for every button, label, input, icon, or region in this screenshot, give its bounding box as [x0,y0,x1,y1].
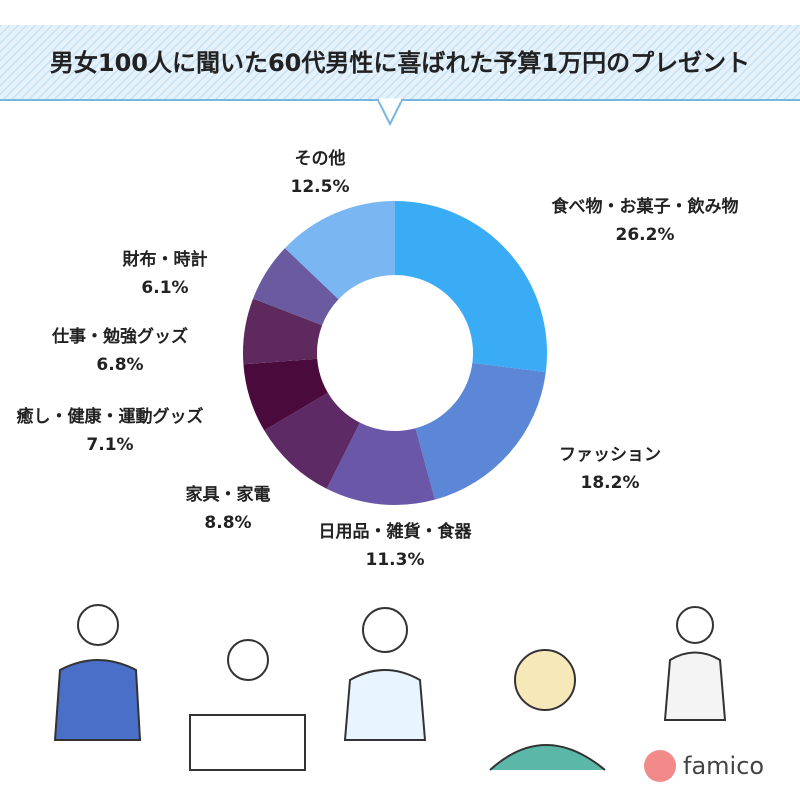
donut-slice [242,298,323,365]
slice-value-label: 12.5% [291,177,350,197]
illustrations [53,604,727,782]
slice-value-label: 6.1% [141,278,188,298]
title-banner [0,25,800,127]
slice-value-label: 8.8% [204,513,251,533]
slice-value-label: 7.1% [86,435,133,455]
slice-value-label: 26.2% [616,225,675,245]
slice-value-label: 6.8% [96,355,143,375]
slice-label: 家具・家電 [186,484,271,505]
slice-label: その他 [295,148,346,169]
donut-slice [284,201,395,300]
chart-title: 男女100人に聞いた60代男性に喜ばれた予算1万円のプレゼント [50,49,750,77]
slice-label: 財布・時計 [122,249,208,270]
slice-label: 癒し・健康・運動グッズ [17,406,204,427]
donut-slice [243,358,328,431]
slice-value-label: 18.2% [581,473,640,493]
slice-label: 食べ物・お菓子・飲み物 [552,196,739,217]
donut-slice [326,422,435,505]
donut-slice [264,392,360,489]
slice-label: 日用品・雑貨・食器 [319,521,473,542]
donut-slice [253,248,339,326]
logo: famico [683,752,764,780]
slice-value-label: 11.3% [366,550,425,570]
donut-slice [395,201,547,373]
donut-slice [415,362,546,500]
slice-label: 仕事・勉強グッズ [51,326,188,347]
slice-label: ファッション [559,445,661,465]
